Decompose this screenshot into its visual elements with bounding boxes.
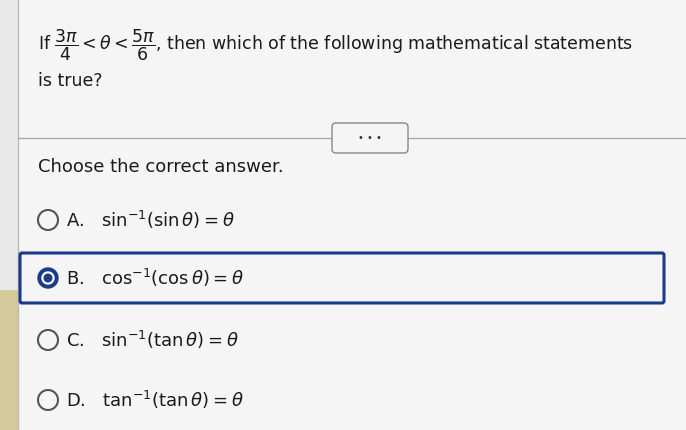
Bar <box>0 290 28 430</box>
Circle shape <box>38 268 58 288</box>
Circle shape <box>44 274 52 282</box>
Circle shape <box>38 210 58 230</box>
Text: Choose the correct answer.: Choose the correct answer. <box>38 158 283 176</box>
Text: D.   $\mathrm{tan}^{-1}(\tan\theta) = \theta$: D. $\mathrm{tan}^{-1}(\tan\theta) = \the… <box>66 389 244 411</box>
Text: is true?: is true? <box>38 72 102 90</box>
Circle shape <box>38 330 58 350</box>
Text: • • •: • • • <box>358 133 382 143</box>
Text: B.   $\mathrm{cos}^{-1}(\cos\theta) = \theta$: B. $\mathrm{cos}^{-1}(\cos\theta) = \the… <box>66 267 244 289</box>
Circle shape <box>38 390 58 410</box>
FancyBboxPatch shape <box>332 123 408 153</box>
Text: A.   $\mathrm{sin}^{-1}(\sin\theta) = \theta$: A. $\mathrm{sin}^{-1}(\sin\theta) = \the… <box>66 209 235 231</box>
Circle shape <box>42 272 54 284</box>
FancyBboxPatch shape <box>20 253 664 303</box>
Text: If $\dfrac{3\pi}{4} < \theta < \dfrac{5\pi}{6}$, then which of the following mat: If $\dfrac{3\pi}{4} < \theta < \dfrac{5\… <box>38 28 633 64</box>
Text: C.   $\mathrm{sin}^{-1}(\tan\theta) = \theta$: C. $\mathrm{sin}^{-1}(\tan\theta) = \the… <box>66 329 239 351</box>
